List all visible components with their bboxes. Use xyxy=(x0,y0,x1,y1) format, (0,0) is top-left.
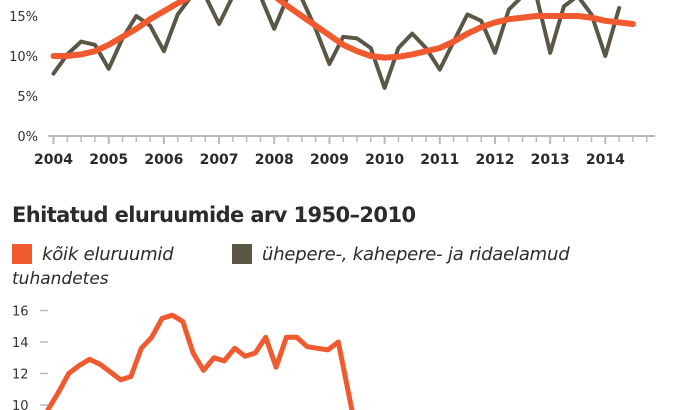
legend-swatch-dark xyxy=(232,244,252,264)
legend-item-houses: ühepere-, kahepere- ja ridaelamud xyxy=(232,241,570,267)
chart1-y-axis: 0% 5% 10% 15% xyxy=(9,10,38,145)
chart2-y-tick-label: 12 xyxy=(12,368,29,383)
chart1-x-tick-label: 2013 xyxy=(531,152,570,168)
chart1-series-line-dark xyxy=(51,0,622,90)
chart1-x-tick-label: 2006 xyxy=(144,152,183,168)
chart1-x-tick-label: 2011 xyxy=(420,152,459,168)
chart1-series-line-orange xyxy=(50,0,636,61)
chart1-x-tick-label: 2009 xyxy=(310,152,349,168)
chart2-legend: kõik eluruumid ühepere-, kahepere- ja ri… xyxy=(12,241,682,267)
legend-label-houses: ühepere-, kahepere- ja ridaelamud xyxy=(262,243,570,265)
chart2-series-line-orange xyxy=(45,312,355,410)
chart1-x-tick-label: 2007 xyxy=(200,152,239,168)
chart2-y-tick-label: 14 xyxy=(12,336,29,351)
legend-item-all-dwellings: kõik eluruumid xyxy=(12,241,174,267)
chart1-x-axis: 2004 2005 2006 2007 2008 2009 2010 2011 2012 2013… xyxy=(34,135,655,168)
chart1-y-tick-label: 0% xyxy=(17,130,38,145)
legend-label-all-dwellings: kõik eluruumid xyxy=(42,243,174,265)
chart1-x-tick-label: 2004 xyxy=(34,152,73,168)
chart1-x-tick-label: 2014 xyxy=(586,152,625,168)
chart2-unit-label: tuhandetes xyxy=(12,269,109,289)
chart1-y-tick-label: 5% xyxy=(17,90,38,105)
chart1-x-tick-label: 2010 xyxy=(365,152,404,168)
chart1-x-tick-label: 2012 xyxy=(475,152,514,168)
chart1-y-tick-label: 15% xyxy=(9,10,38,25)
chart2-series xyxy=(45,312,355,410)
chart1-y-tick-label: 10% xyxy=(9,50,38,65)
chart2-y-tick-label: 10 xyxy=(12,399,29,410)
chart1-x-tick-label: 2008 xyxy=(255,152,294,168)
chart1-series xyxy=(50,0,636,90)
chart2-y-axis: 10 12 14 16 xyxy=(12,305,48,410)
chart2-title: Ehitatud eluruumide arv 1950–2010 xyxy=(12,203,416,227)
legend-swatch-orange xyxy=(12,244,32,264)
chart1-x-tick-label: 2005 xyxy=(89,152,128,168)
section-divider xyxy=(0,180,685,181)
chart2-y-tick-label: 16 xyxy=(12,305,29,320)
